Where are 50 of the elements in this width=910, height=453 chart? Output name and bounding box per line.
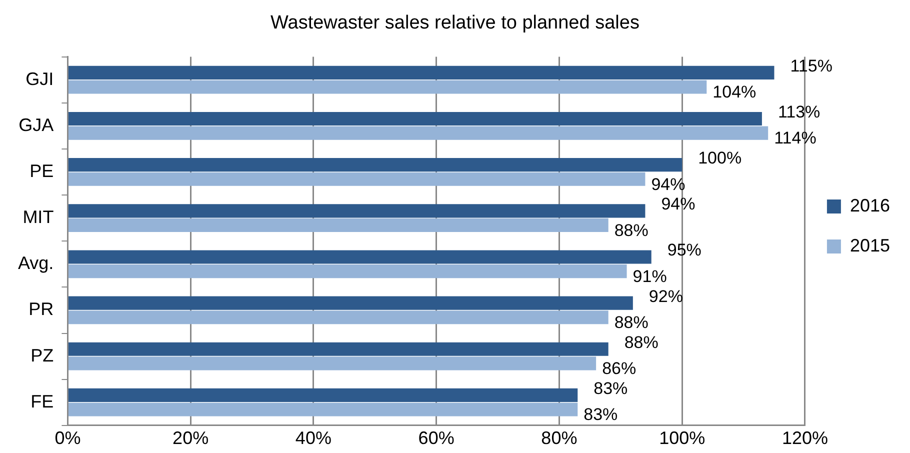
x-tick-label: 100% [659, 428, 706, 448]
x-tick-label: 20% [172, 428, 209, 448]
data-label: 94% [661, 194, 696, 214]
data-label: 86% [602, 359, 636, 378]
bar [68, 296, 633, 310]
y-tick-label: PR [28, 299, 54, 320]
bar [68, 342, 608, 356]
bar [68, 218, 608, 232]
y-tick-label: MIT [22, 207, 54, 228]
y-tick-label: PZ [30, 345, 54, 366]
bar [68, 80, 707, 94]
data-label: 113% [778, 102, 820, 122]
data-label: 100% [698, 148, 742, 168]
bar [68, 250, 652, 264]
data-label: 91% [632, 266, 667, 286]
bar [68, 158, 682, 172]
bar [68, 112, 762, 126]
data-label: 88% [614, 313, 648, 332]
data-label: 83% [594, 378, 628, 398]
y-tick-label: FE [30, 391, 54, 412]
y-tick-label: GJA [18, 114, 54, 135]
legend-label: 2016 [850, 195, 890, 216]
x-tick-label: 120% [782, 428, 828, 448]
bar [68, 310, 608, 324]
legend-label: 2015 [850, 235, 890, 256]
bar [68, 388, 578, 402]
data-label: 94% [651, 174, 686, 194]
data-label: 83% [584, 405, 618, 424]
data-label: 88% [624, 332, 658, 352]
data-label: 114% [774, 128, 816, 148]
data-label: 88% [614, 220, 648, 240]
bar [68, 172, 646, 186]
bar [68, 356, 596, 370]
x-tick-label: 40% [295, 428, 332, 448]
bar [68, 402, 578, 416]
y-tick-label: Avg. [18, 253, 54, 274]
x-tick-label: 0% [54, 428, 81, 448]
bar [68, 66, 774, 80]
bar [68, 126, 768, 140]
y-tick-label: PE [30, 160, 54, 181]
data-label: 95% [667, 240, 702, 260]
chart-title: Wastewaster sales relative to planned sales [270, 12, 640, 34]
data-label: 115% [790, 56, 832, 76]
data-label: 104% [712, 82, 756, 102]
x-tick-label: 80% [541, 428, 578, 448]
y-tick-label: GJI [26, 68, 54, 89]
bar [68, 264, 627, 278]
x-tick-label: 60% [418, 428, 454, 448]
data-label: 92% [648, 286, 683, 306]
bar [68, 204, 646, 218]
